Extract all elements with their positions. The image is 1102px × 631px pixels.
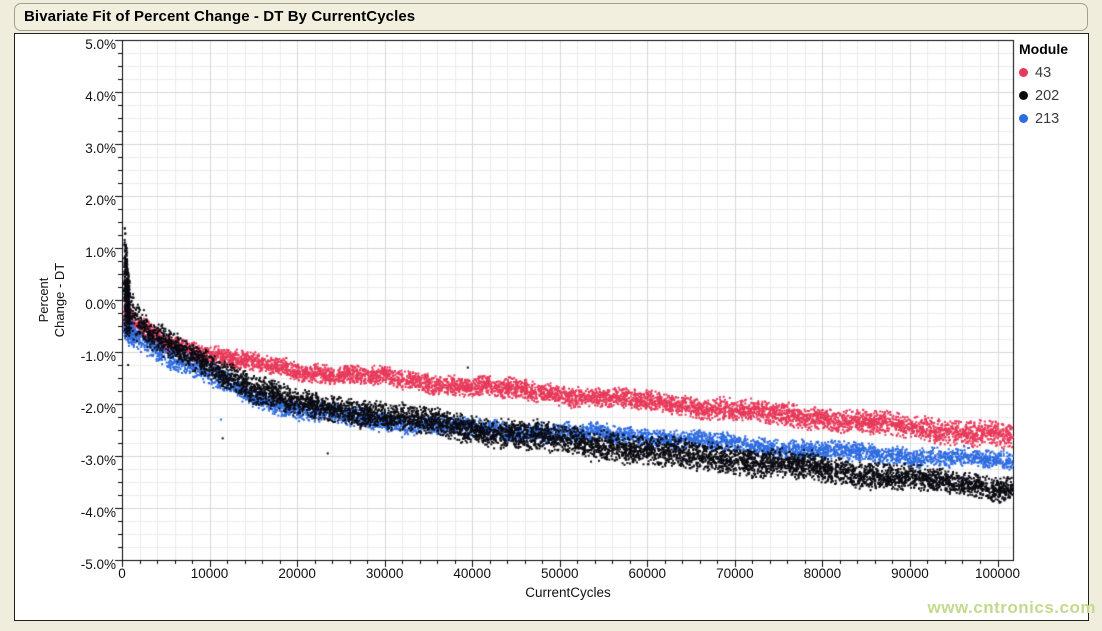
legend-marker-black-icon bbox=[1019, 91, 1028, 100]
report-title: Bivariate Fit of Percent Change - DT By … bbox=[24, 8, 416, 25]
y-tick-label: 2.0% bbox=[85, 193, 116, 208]
y-axis-title-line1: Percent bbox=[36, 277, 51, 323]
y-tick-label: -2.0% bbox=[80, 401, 116, 416]
y-tick-label: 4.0% bbox=[85, 89, 116, 104]
x-tick-label: 30000 bbox=[365, 566, 404, 581]
report-title-bar[interactable]: Bivariate Fit of Percent Change - DT By … bbox=[14, 3, 1088, 31]
x-tick-label: 0 bbox=[118, 566, 126, 581]
y-tick-label: 5.0% bbox=[85, 37, 116, 52]
legend-marker-blue-icon bbox=[1019, 114, 1028, 123]
legend-entry-module-202[interactable]: 202 bbox=[1019, 87, 1068, 104]
y-tick-label: -1.0% bbox=[80, 349, 116, 364]
x-tick-label: 80000 bbox=[803, 566, 842, 581]
legend-label-module-43: 43 bbox=[1035, 64, 1052, 81]
legend-label-module-202: 202 bbox=[1035, 87, 1060, 104]
watermark: www.cntronics.com bbox=[927, 598, 1096, 617]
x-tick-label: 90000 bbox=[891, 566, 929, 581]
x-tick-label: 60000 bbox=[628, 566, 667, 581]
x-tick-label: 20000 bbox=[278, 566, 316, 581]
x-tick-label: 70000 bbox=[716, 566, 754, 581]
chart-container bbox=[14, 33, 1089, 621]
y-tick-label: -3.0% bbox=[80, 453, 116, 468]
x-tick-label: 10000 bbox=[190, 566, 229, 581]
y-axis-title-line2: Change - DT bbox=[52, 262, 67, 338]
y-axis-title: Percent Change - DT bbox=[36, 263, 68, 337]
x-tick-label: 100000 bbox=[974, 566, 1021, 581]
y-tick-label: 0.0% bbox=[85, 297, 116, 312]
y-tick-label: -4.0% bbox=[80, 505, 116, 520]
legend-entry-module-43[interactable]: 43 bbox=[1019, 64, 1068, 81]
legend-entry-module-213[interactable]: 213 bbox=[1019, 110, 1068, 127]
legend-marker-red-icon bbox=[1019, 68, 1028, 77]
y-tick-label: 1.0% bbox=[85, 245, 116, 260]
x-tick-label: 50000 bbox=[540, 566, 579, 581]
y-tick-label: -5.0% bbox=[80, 557, 116, 572]
scatter-plot-canvas[interactable] bbox=[15, 34, 1088, 620]
legend-label-module-213: 213 bbox=[1035, 110, 1060, 127]
legend: Module 43 202 213 bbox=[1019, 41, 1068, 127]
x-axis-title: CurrentCycles bbox=[525, 585, 611, 600]
x-tick-label: 40000 bbox=[453, 566, 491, 581]
legend-title: Module bbox=[1019, 41, 1068, 57]
y-tick-label: 3.0% bbox=[85, 141, 116, 156]
